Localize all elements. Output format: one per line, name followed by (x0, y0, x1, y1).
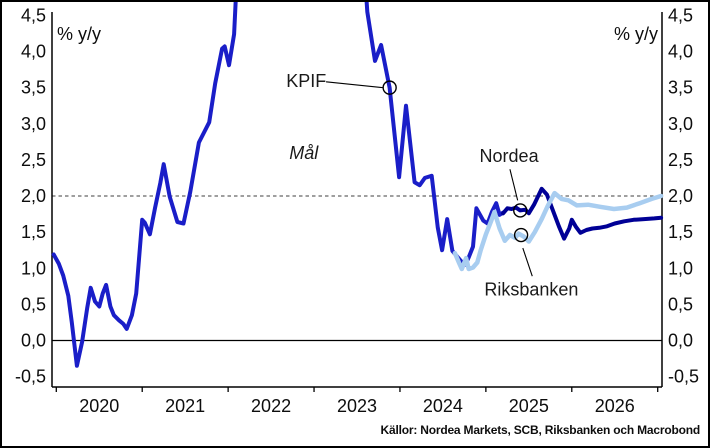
mal-label: Mål (289, 143, 319, 163)
y-tick-label-left: 0,0 (21, 331, 46, 351)
y-tick-label-right: 4,0 (668, 42, 693, 62)
y-tick-label-left: 2,0 (21, 186, 46, 206)
y-tick-label-left: -0,5 (15, 367, 46, 387)
y-tick-label-left: 0,5 (21, 294, 46, 314)
nordea-label-marker (513, 203, 528, 218)
x-tick-label: 2021 (165, 396, 205, 416)
x-tick-label: 2023 (337, 396, 377, 416)
y-tick-label-right: 0,5 (668, 294, 693, 314)
x-tick-label: 2020 (79, 396, 119, 416)
kpif-label-leader (326, 81, 383, 89)
riksbanken-label-leader (522, 247, 533, 277)
y-tick-label-right: 3,5 (668, 78, 693, 98)
riksbanken-label-marker (513, 227, 529, 243)
kpif-line (51, 2, 506, 368)
y-tick-label-right: 3,0 (668, 114, 693, 134)
nordea-line (501, 186, 664, 241)
x-tick-label: 2025 (509, 396, 549, 416)
x-tick-label: 2022 (251, 396, 291, 416)
y-tick-label-right: 0,0 (668, 331, 693, 351)
y-tick-label-right: 2,0 (668, 186, 693, 206)
riksbanken-label: Riksbanken (484, 280, 578, 300)
y-tick-label-right: -0,5 (668, 367, 699, 387)
y-tick-label-right: 4,5 (668, 5, 693, 25)
y-tick-label-left: 3,0 (21, 114, 46, 134)
y-tick-label-left: 3,5 (21, 78, 46, 98)
y-tick-label-left: 1,0 (21, 258, 46, 278)
y-tick-label-left: 4,0 (21, 42, 46, 62)
y-tick-label-left: 2,5 (21, 150, 46, 170)
y-tick-label-right: 1,5 (668, 222, 693, 242)
kpif-label: KPIF (286, 71, 326, 91)
unit-label-left: % y/y (57, 24, 101, 44)
y-tick-label-right: 2,5 (668, 150, 693, 170)
x-tick-label: 2026 (595, 396, 635, 416)
source-text: Källor: Nordea Markets, SCB, Riksbanken … (380, 423, 701, 437)
unit-label-right: % y/y (614, 24, 658, 44)
riksbanken-line (452, 190, 664, 272)
nordea-label-leader (509, 169, 519, 201)
kpif-label-marker (382, 80, 397, 95)
y-tick-label-left: 4,5 (21, 5, 46, 25)
x-tick-label: 2024 (423, 396, 463, 416)
nordea-label: Nordea (480, 146, 540, 166)
y-tick-label-left: 1,5 (21, 222, 46, 242)
y-tick-label-right: 1,0 (668, 258, 693, 278)
